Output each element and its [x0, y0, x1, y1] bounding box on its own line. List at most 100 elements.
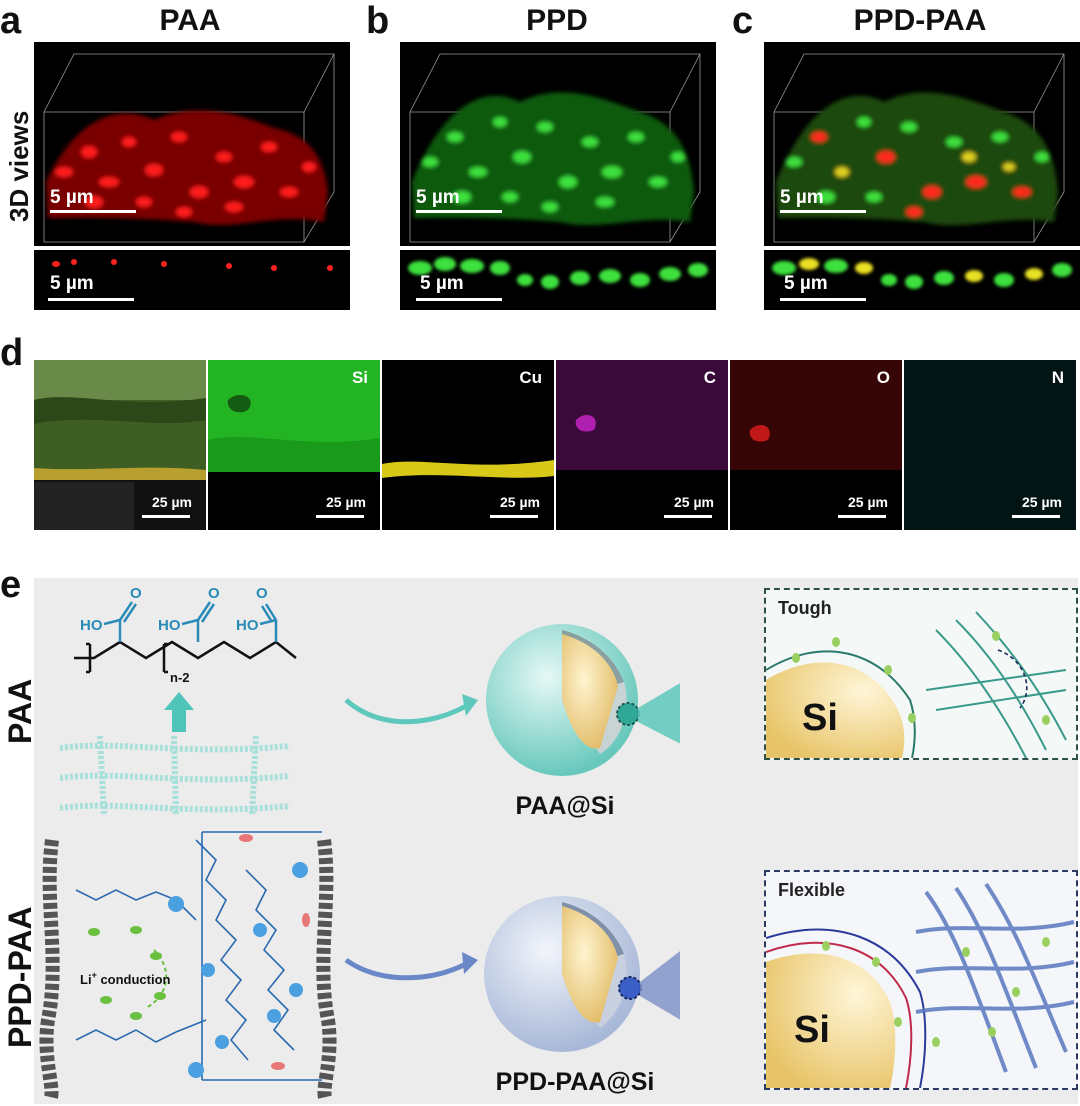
eds-si-render — [208, 360, 380, 530]
ppd-paa-3d-view: 5 µm — [764, 42, 1080, 246]
scale-bar-b2 — [416, 298, 502, 301]
ppd-paa-3d-render — [773, 53, 1065, 243]
eds-c-render — [556, 360, 728, 530]
eds-scale-bar-4 — [838, 515, 886, 518]
li-conduction-label: Li+ conduction — [80, 970, 171, 987]
eds-map-cu: Cu 25 µm — [382, 360, 554, 530]
eds-sem-overlay: 25 µm — [34, 360, 206, 530]
ppd-paa-cross-section-render — [772, 258, 1072, 289]
panel-letter-b: b — [366, 0, 390, 42]
label-paa-si: PAA@Si — [515, 792, 615, 820]
paa-o-label-3: O — [256, 585, 268, 602]
eds-scale-text-0: 25 µm — [152, 494, 192, 510]
title-ppd: PPD — [526, 4, 588, 37]
paa-structure-diagram: HO O HO O HO O n-2 — [60, 585, 297, 817]
eds-label-cu: Cu — [519, 368, 542, 387]
eds-cu-render — [382, 360, 554, 530]
eds-n-render — [904, 360, 1076, 530]
paa-signal-cloud — [46, 110, 328, 225]
up-arrow-icon — [164, 692, 194, 732]
eds-label-c: C — [703, 368, 716, 387]
bounding-box-lines — [43, 53, 335, 243]
scale-text-c: 5 µm — [780, 187, 824, 208]
arrow-to-ppd-paa-si — [344, 952, 478, 981]
scale-text-a: 5 µm — [50, 187, 94, 208]
si-label-flexible: Si — [794, 1009, 830, 1051]
ppd-paa-si-particle — [484, 896, 680, 1052]
row-label-3d-views: 3D views — [4, 110, 34, 222]
eds-overlay-render — [34, 360, 206, 530]
eds-scale-bar-1 — [316, 515, 364, 518]
row-label-paa: PAA — [2, 678, 38, 744]
paa-ho-label-2: HO — [158, 617, 181, 634]
si-label-tough: Si — [802, 697, 838, 739]
eds-scale-text-2: 25 µm — [500, 494, 540, 510]
panel-letter-e: e — [0, 564, 22, 606]
scale-bar-c2 — [780, 298, 866, 301]
panel-letter-a: a — [0, 0, 22, 42]
zoom-title-tough: Tough — [778, 598, 832, 618]
paa-o-label-2: O — [208, 585, 220, 602]
tough-li-ions — [792, 631, 1050, 725]
title-ppd-paa: PPD-PAA — [853, 4, 987, 37]
eds-map-n: N 25 µm — [904, 360, 1076, 530]
paa-ho-label-3: HO — [236, 617, 259, 634]
ppd-3d-render — [409, 53, 701, 243]
eds-label-n: N — [1051, 368, 1064, 387]
lithium-spheres — [168, 862, 308, 1078]
scale-bar-a2 — [48, 298, 134, 301]
scale-text-b2: 5 µm — [420, 273, 464, 294]
panel-letter-c: c — [732, 0, 754, 42]
paa-si-particle — [486, 624, 680, 776]
row-label-ppd-paa: PPD-PAA — [2, 906, 38, 1048]
ppd-cross-section-render — [408, 257, 708, 289]
eds-scale-text-1: 25 µm — [326, 494, 366, 510]
ppd-3d-view: 5 µm — [400, 42, 716, 246]
paa-cross-section-render — [52, 259, 333, 271]
paa-subscript: n-2 — [170, 670, 190, 685]
paa-o-label-1: O — [130, 585, 142, 602]
tough-arrow — [997, 649, 1028, 709]
arrow-to-paa-si — [344, 694, 478, 725]
paa-network — [60, 735, 291, 817]
scale-bar-a — [50, 210, 136, 213]
title-paa: PAA — [159, 4, 221, 37]
li-ion-droplets — [88, 926, 166, 1020]
tough-zoom-render: Si — [766, 611, 1067, 758]
eds-scale-bar-0 — [142, 515, 190, 518]
eds-map-si: Si 25 µm — [208, 360, 380, 530]
eds-scale-bar-5 — [1012, 515, 1060, 518]
paa-3d-render — [43, 53, 335, 243]
li-conduction-arrow — [145, 949, 168, 1009]
eds-map-c: C 25 µm — [556, 360, 728, 530]
eds-label-o: O — [876, 368, 890, 387]
ppd-paa-cross-section: 5 µm — [764, 250, 1080, 310]
panel-letter-d: d — [0, 332, 24, 374]
paa-3d-view: 5 µm — [34, 42, 350, 246]
label-ppd-paa-si: PPD-PAA@Si — [495, 1068, 655, 1096]
scale-text-c2: 5 µm — [784, 273, 828, 294]
graphite-sheets — [39, 839, 337, 1100]
eds-scale-bar-3 — [664, 515, 712, 518]
red-linkers — [239, 834, 310, 1070]
ppd-cross-section: 5 µm — [400, 250, 716, 310]
paa-cross-section: 5 µm — [34, 250, 350, 310]
zoom-box-flexible: Si Flexible — [764, 870, 1078, 1090]
eds-scale-text-3: 25 µm — [674, 494, 714, 510]
eds-scale-bar-2 — [490, 515, 538, 518]
tough-network — [925, 611, 1067, 758]
scale-bar-b — [416, 210, 502, 213]
flexible-zoom-render: Si — [766, 882, 1075, 1088]
eds-scale-text-5: 25 µm — [1022, 494, 1062, 510]
ppd-paa-network-diagram: Li+ conduction — [39, 831, 337, 1100]
paa-carboxyl-groups — [103, 601, 278, 642]
eds-o-render — [730, 360, 902, 530]
scale-bar-c — [780, 210, 866, 213]
scale-text-a2: 5 µm — [50, 273, 94, 294]
ppd-chains — [75, 831, 322, 1081]
eds-label-si: Si — [351, 368, 368, 387]
zoom-box-tough: Si Tough — [764, 588, 1078, 760]
paa-backbone — [74, 640, 297, 674]
eds-scale-text-4: 25 µm — [848, 494, 888, 510]
zoom-title-flexible: Flexible — [778, 880, 846, 900]
